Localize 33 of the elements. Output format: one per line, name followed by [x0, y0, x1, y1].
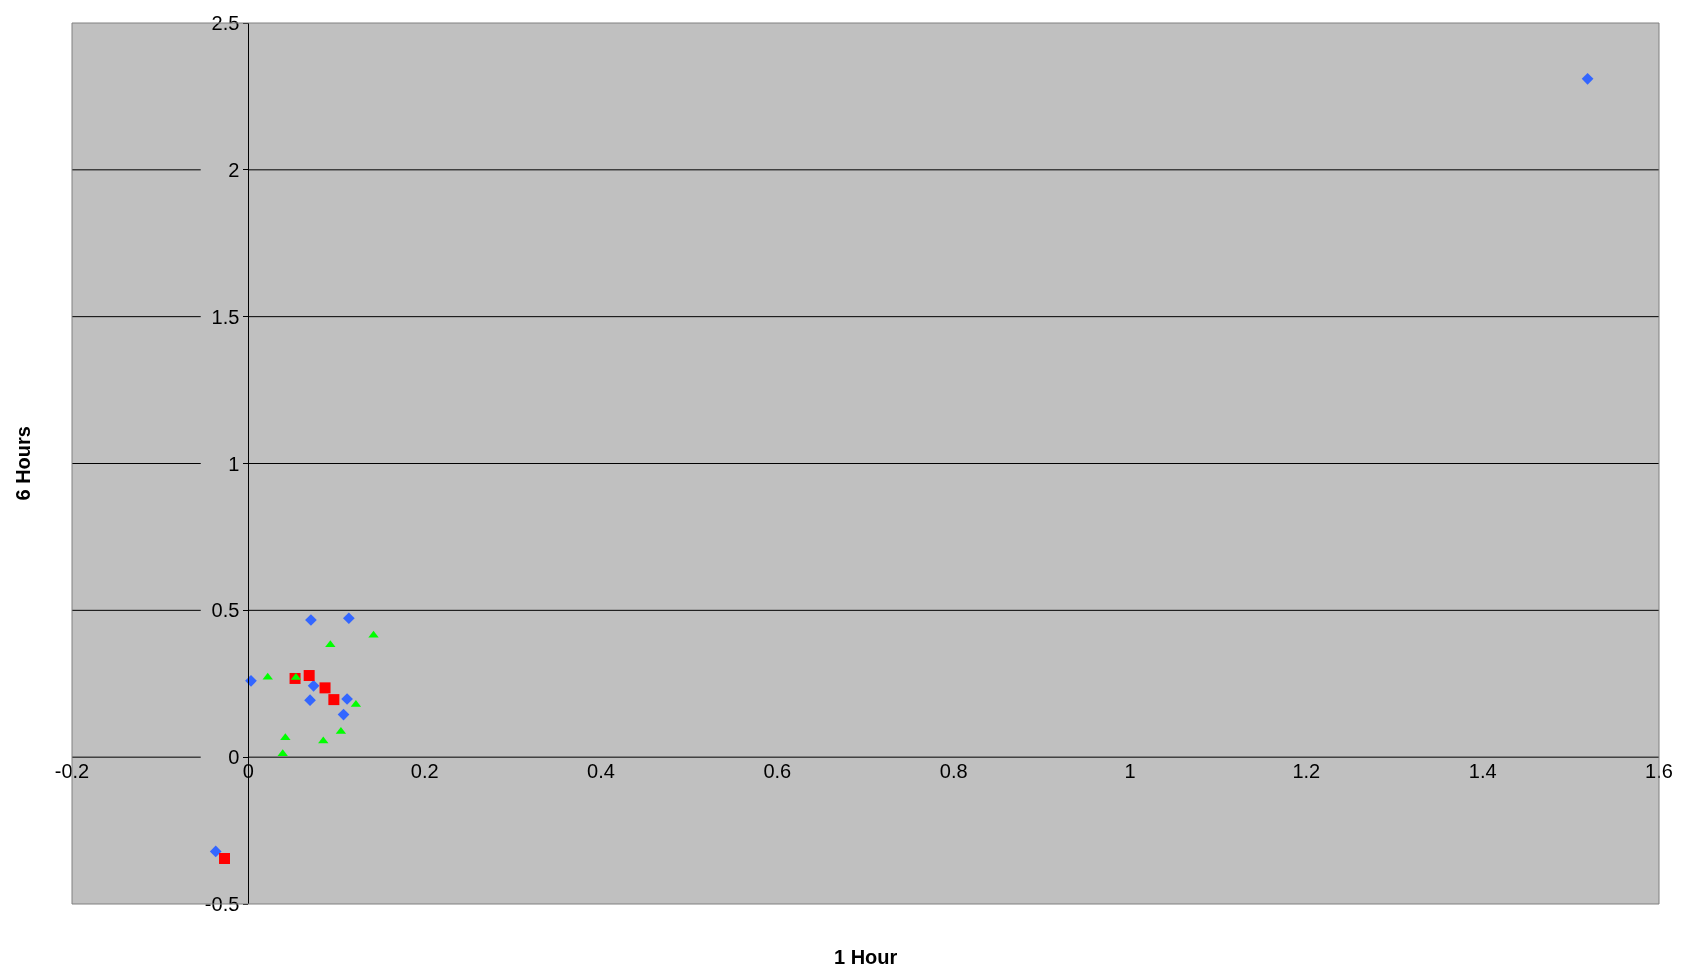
y-tick-label: 1.5: [211, 305, 240, 328]
x-tick-label: 1: [1124, 760, 1136, 783]
point: [209, 845, 222, 858]
x-axis-title: 1 Hour: [834, 946, 898, 966]
point: [262, 672, 273, 680]
y-tick-label: 0.5: [211, 599, 240, 622]
point: [1581, 72, 1594, 85]
point: [328, 694, 340, 706]
y-axis-title: 6 Hours: [11, 426, 34, 501]
x-tick-label: 0.6: [763, 760, 792, 783]
y-tick-label: 1: [228, 452, 240, 475]
x-tick-label: -0.2: [54, 760, 90, 783]
point: [304, 694, 316, 707]
point: [307, 679, 320, 692]
x-tick-label: 0.2: [410, 760, 439, 783]
y-tick-label: 2: [228, 158, 240, 181]
point: [303, 670, 315, 682]
x-tick-label: 0.8: [939, 760, 968, 783]
point: [280, 733, 291, 741]
x-tick-label: 1.2: [1292, 760, 1321, 783]
x-tick-label: 1.4: [1468, 760, 1497, 783]
y-tick-label: 2.5: [211, 12, 240, 34]
point: [337, 708, 350, 721]
point: [319, 682, 331, 694]
y-tick-label: 0: [228, 746, 240, 769]
point: [368, 630, 379, 638]
x-tick-label: 0.4: [587, 760, 615, 783]
point: [245, 674, 257, 687]
y-tick-label: -0.5: [204, 893, 240, 915]
point: [318, 736, 329, 744]
point: [342, 612, 355, 625]
x-tick-label: 1.6: [1645, 760, 1673, 783]
point: [219, 852, 231, 864]
